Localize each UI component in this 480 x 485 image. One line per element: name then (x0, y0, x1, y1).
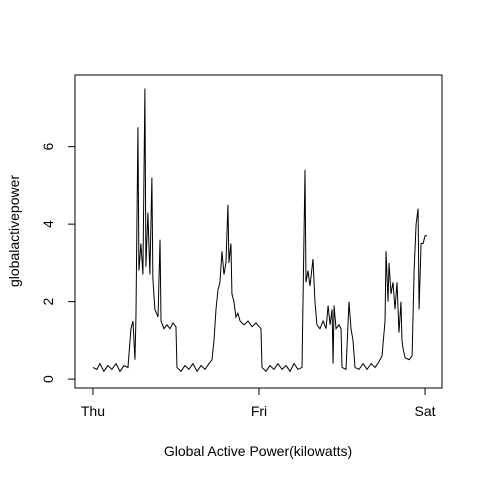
y-tick-label: 6 (40, 143, 56, 151)
x-axis-label: Global Active Power(kilowatts) (164, 443, 352, 459)
data-line (92, 88, 428, 373)
x-tick-label: Sat (415, 403, 436, 419)
y-axis-label: globalactivepower (6, 175, 22, 287)
x-tick-label: Fri (251, 403, 267, 419)
y-tick-label: 2 (40, 298, 56, 306)
x-tick-label: Thu (81, 403, 105, 419)
y-tick-label: 0 (40, 375, 56, 383)
y-tick-label: 4 (40, 220, 56, 228)
